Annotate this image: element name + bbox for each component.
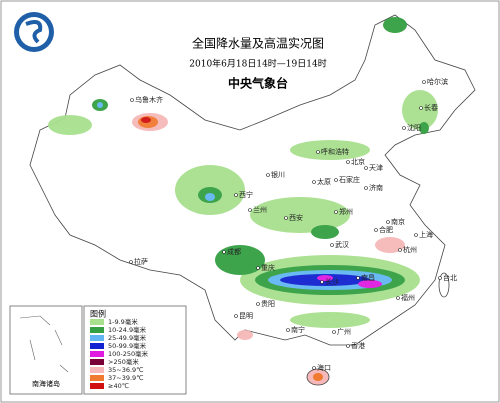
city-label: 成都 — [227, 247, 241, 256]
legend-swatch — [90, 319, 104, 325]
city-label: 乌鲁木齐 — [135, 95, 163, 104]
legend-swatch — [90, 343, 104, 349]
city-dot — [332, 330, 336, 334]
legend-swatch — [90, 359, 104, 365]
city-dot — [398, 248, 402, 252]
city-label: 长沙 — [325, 277, 339, 286]
city-dot — [312, 366, 316, 370]
city-dot — [330, 243, 334, 247]
taiwan — [438, 272, 450, 298]
city-label: 长春 — [424, 103, 438, 112]
city-dot — [222, 250, 226, 254]
city-label: 南京 — [391, 217, 405, 226]
city-dot — [386, 220, 390, 224]
city-dot — [364, 166, 368, 170]
title: 全国降水量及高温实况图 — [192, 36, 324, 51]
city-dot — [346, 344, 350, 348]
city-label: 银川 — [271, 170, 285, 179]
city-dot — [334, 178, 338, 182]
city-dot — [364, 186, 368, 190]
city-dot — [316, 150, 320, 154]
city-dot — [234, 193, 238, 197]
city-label: 合肥 — [379, 225, 393, 234]
city-label: 海口 — [317, 363, 331, 372]
legend-label: 10-24.9毫米 — [108, 325, 147, 334]
rain-areas — [48, 17, 438, 340]
city-label: 兰州 — [253, 205, 267, 214]
city-dot — [422, 80, 426, 84]
inset-label: 南海诸岛 — [32, 379, 60, 388]
legend-swatch — [90, 351, 104, 357]
city-label: 广州 — [337, 327, 351, 336]
city-label: 重庆 — [261, 263, 275, 272]
city-dot — [256, 302, 260, 306]
heat-area — [313, 373, 323, 381]
subtitle: 2010年6月18日14时—19日14时 — [189, 58, 326, 70]
legend-label: 25-49.9毫米 — [108, 333, 147, 342]
legend-label: 37~39.9℃ — [108, 374, 144, 382]
legend-swatch — [90, 383, 104, 389]
city-dot — [396, 296, 400, 300]
city-label: 南昌 — [361, 273, 375, 282]
city-label: 哈尔滨 — [427, 77, 448, 86]
legend-swatch — [90, 375, 104, 381]
city-dot — [374, 228, 378, 232]
legend-swatch — [90, 335, 104, 341]
city-dot — [320, 280, 324, 284]
legend-label: 100-250毫米 — [108, 349, 149, 358]
city-label: 台北 — [443, 273, 457, 282]
city-label: 郑州 — [339, 208, 353, 216]
city-dot — [284, 216, 288, 220]
city-label: 沈阳 — [407, 123, 421, 132]
city-label: 武汉 — [335, 240, 349, 249]
logo — [14, 12, 54, 52]
city-dot — [130, 98, 134, 102]
legend-label: >250毫米 — [108, 357, 139, 366]
legend-label: 35~36.9℃ — [108, 366, 144, 374]
city-label: 天津 — [369, 164, 383, 172]
city-label: 呼和浩特 — [321, 147, 349, 156]
legend-label: ≥40℃ — [108, 382, 129, 390]
city-label: 福州 — [401, 293, 415, 302]
legend-label: 50-99.9毫米 — [108, 341, 147, 350]
city-dot — [256, 266, 260, 270]
city-label: 太原 — [317, 177, 331, 186]
city-dot — [438, 276, 442, 280]
city-dot — [334, 210, 338, 214]
city-label: 杭州 — [403, 245, 417, 254]
city-dot — [414, 233, 418, 237]
city-dot — [402, 126, 406, 130]
city-label: 拉萨 — [134, 257, 148, 266]
city-label: 西宁 — [239, 190, 253, 199]
city-dot — [286, 328, 290, 332]
city-label: 南宁 — [291, 325, 305, 334]
legend-swatch — [90, 327, 104, 333]
legend-label: 1-9.9毫米 — [108, 317, 138, 326]
inset-islands — [19, 315, 69, 373]
city-label: 石家庄 — [339, 175, 360, 184]
city-label: 西安 — [289, 213, 303, 222]
city-dot — [266, 173, 270, 177]
city-label: 香港 — [351, 341, 365, 350]
city-dot — [356, 276, 360, 280]
legend: 1-9.9毫米10-24.9毫米25-49.9毫米50-99.9毫米100-25… — [90, 317, 149, 390]
agency: 中央气象台 — [228, 76, 288, 91]
city-dot — [312, 180, 316, 184]
city-label: 济南 — [369, 183, 383, 192]
legend-title: 图例 — [90, 309, 106, 319]
city-dot — [129, 260, 133, 264]
legend-swatch — [90, 367, 104, 373]
city-dot — [234, 314, 238, 318]
city-dot — [419, 106, 423, 110]
city-label: 昆明 — [239, 312, 253, 320]
city-label: 上海 — [419, 230, 433, 239]
city-dot — [346, 160, 350, 164]
city-label: 北京 — [351, 157, 365, 166]
city-dot — [248, 208, 252, 212]
inset-box — [9, 305, 83, 395]
city-label: 贵阳 — [261, 299, 275, 308]
